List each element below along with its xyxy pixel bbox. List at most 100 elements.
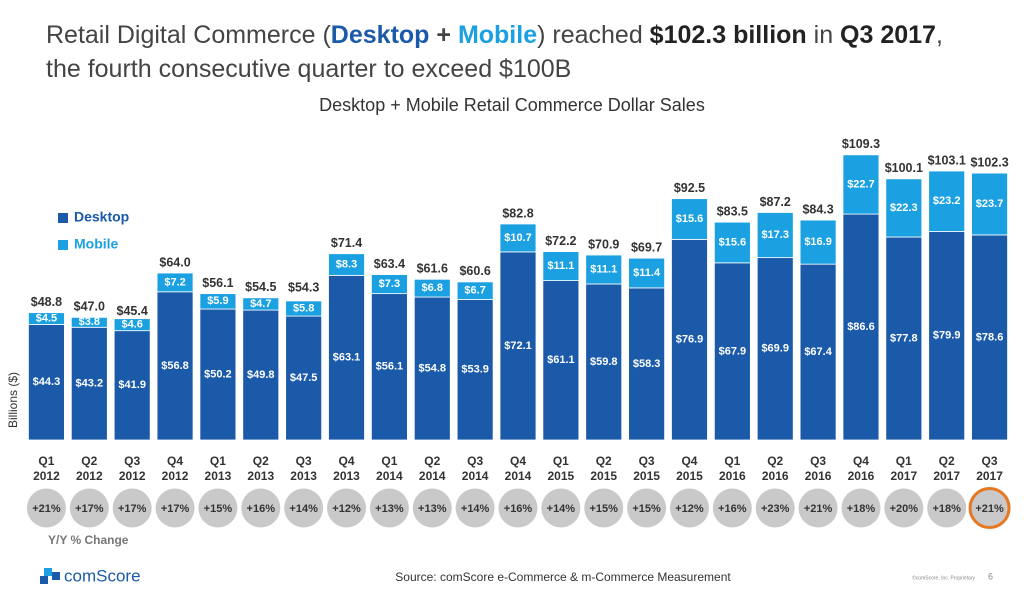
x-tick-label: Q1 2016 — [718, 454, 746, 483]
headline-quarter: Q3 2017 — [840, 21, 936, 49]
value-label: $8.3 — [336, 258, 357, 270]
value-label: $15.6 — [676, 213, 704, 225]
total-label: $82.8 — [502, 206, 533, 220]
total-label: $109.3 — [842, 137, 880, 151]
headline-mobile: Mobile — [457, 21, 538, 49]
bar-segment — [113, 318, 151, 332]
value-label: $22.7 — [847, 178, 875, 190]
bar-segment — [585, 283, 623, 441]
bar-segment — [713, 221, 751, 264]
yoy-label: +21% — [975, 503, 1004, 515]
yoy-label: +17% — [161, 503, 190, 515]
logo-icon — [44, 568, 52, 576]
total-label: $48.8 — [31, 295, 62, 309]
value-label: $7.3 — [379, 278, 400, 290]
bar-segment — [285, 300, 323, 317]
value-label: $76.9 — [676, 334, 704, 346]
yoy-label: +15% — [204, 503, 233, 515]
yoy-label: +18% — [847, 503, 876, 515]
bar-segment — [885, 178, 923, 238]
total-label: $54.5 — [245, 280, 276, 294]
yoy-label: +21% — [804, 503, 833, 515]
value-label: $56.1 — [376, 361, 404, 373]
value-label: $56.8 — [161, 360, 189, 372]
bar-segment — [885, 236, 923, 441]
headline-amount: $102.3 billion — [649, 21, 807, 49]
bar-segment — [585, 254, 623, 285]
bar-segment — [28, 312, 65, 325]
bar-segment — [499, 251, 537, 441]
bar-segment — [242, 297, 280, 311]
total-label: $103.1 — [928, 153, 966, 167]
value-label: $22.3 — [890, 202, 918, 214]
yoy-label: +12% — [332, 503, 361, 515]
value-label: $5.8 — [293, 302, 314, 314]
yoy-label: +13% — [418, 503, 447, 515]
bar-segment — [628, 257, 666, 289]
total-label: $87.2 — [760, 195, 791, 209]
headline-text: + — [429, 21, 458, 49]
value-label: $4.5 — [36, 312, 57, 324]
value-label: $59.8 — [590, 356, 618, 368]
bar-segment — [456, 281, 494, 300]
yoy-label: +16% — [504, 503, 533, 515]
logo-icon — [40, 576, 48, 584]
bar-segment — [156, 291, 194, 441]
logo: comScore — [40, 566, 141, 585]
headline-text: Retail Digital Commerce ( — [46, 21, 331, 49]
bar-segment — [671, 238, 708, 441]
bar-segment — [971, 234, 1008, 441]
total-label: $71.4 — [331, 236, 362, 250]
total-label: $61.6 — [417, 262, 448, 276]
yoy-label: +23% — [761, 503, 790, 515]
value-label: $6.8 — [422, 282, 443, 294]
yoy-label: +14% — [547, 503, 576, 515]
value-label: $41.9 — [118, 379, 146, 391]
bar-segment — [370, 293, 408, 441]
yoy-label: +17% — [118, 503, 147, 515]
value-label: $7.2 — [164, 276, 185, 288]
yoy-label: +14% — [461, 503, 490, 515]
value-label: $6.7 — [464, 285, 485, 297]
x-tick-label: Q2 2013 — [247, 454, 275, 483]
x-tick-label: Q4 2015 — [676, 454, 703, 483]
yoy-label: +16% — [247, 503, 276, 515]
total-label: $84.3 — [802, 202, 833, 216]
bar-segment — [413, 278, 451, 298]
value-label: $86.6 — [847, 321, 875, 333]
x-tick-label: Q3 2014 — [461, 454, 489, 483]
bar-segment — [499, 223, 537, 253]
value-label: $44.3 — [33, 376, 61, 388]
legend-swatch — [58, 213, 68, 223]
yoy-circle — [369, 488, 409, 528]
bar-segment — [628, 287, 666, 441]
yoy-circle — [712, 488, 752, 528]
x-tick-label: Q3 2017 — [976, 454, 1003, 483]
yoy-circle — [968, 487, 1011, 529]
x-tick-label: Q2 2015 — [590, 454, 618, 483]
value-label: $58.3 — [633, 358, 661, 370]
total-label: $54.3 — [288, 281, 319, 295]
yoy-circle — [198, 488, 238, 528]
value-label: $15.6 — [719, 236, 747, 248]
bar-segment — [328, 274, 365, 441]
yoy-label: +12% — [675, 503, 704, 515]
total-label: $92.5 — [674, 181, 705, 195]
value-label: $53.9 — [461, 364, 489, 376]
value-label: $11.1 — [547, 260, 574, 272]
bar-segment — [756, 257, 794, 441]
source: Source: comScore e-Commerce & m-Commerce… — [395, 570, 731, 584]
value-label: $23.7 — [976, 198, 1004, 210]
x-tick-label: Q2 2014 — [418, 454, 446, 483]
logo-icon — [52, 572, 60, 580]
yoy-circle — [498, 488, 538, 528]
value-label: $61.1 — [547, 354, 575, 366]
x-tick-label: Q4 2014 — [504, 454, 532, 483]
value-label: $49.8 — [247, 369, 275, 381]
total-label: $102.3 — [970, 155, 1008, 169]
yoy-circle — [69, 488, 109, 528]
total-label: $63.4 — [374, 257, 405, 271]
x-tick-label: Q2 2017 — [933, 454, 961, 483]
value-label: $50.2 — [204, 368, 232, 380]
